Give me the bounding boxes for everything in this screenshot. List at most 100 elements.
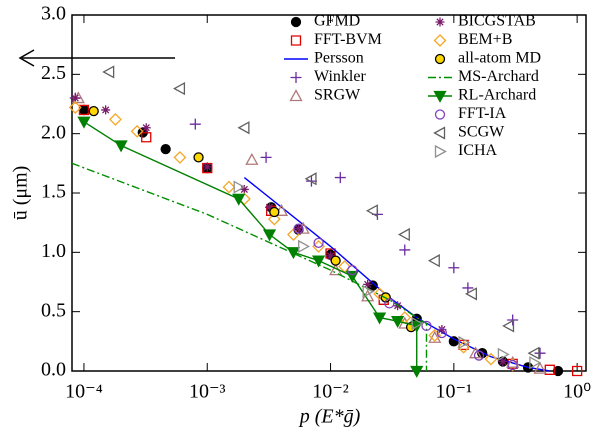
data-point: [458, 335, 471, 350]
data-point: [267, 212, 281, 226]
data-point: [529, 356, 542, 370]
legend-marker: [289, 89, 303, 102]
data-point: [507, 359, 518, 371]
legend-marker: [434, 109, 446, 120]
data-point: [334, 172, 346, 184]
data-point: [484, 352, 498, 366]
data-point: [330, 255, 341, 266]
data-point: [411, 316, 424, 331]
data-point: [260, 151, 272, 163]
legend-marker: [433, 126, 446, 140]
data-point: [173, 81, 186, 96]
legend-marker: [433, 90, 447, 103]
data-point: [462, 282, 474, 294]
x-tick-label: 10⁻³: [189, 381, 226, 403]
data-point: [437, 324, 447, 334]
data-point: [427, 254, 440, 268]
data-point: [363, 279, 373, 289]
legend-label: BEM+B: [458, 31, 512, 48]
data-point: [399, 244, 411, 256]
legend-label: ICHA: [458, 142, 498, 159]
data-point: [101, 105, 111, 115]
data-point: [193, 152, 204, 163]
data-point: [88, 105, 99, 117]
data-point: [362, 284, 375, 299]
legend-marker: [434, 53, 446, 65]
legend-label: SCGW: [458, 124, 505, 141]
legend-label: all-atom MD: [458, 50, 541, 67]
x-tick-label: 10⁰: [563, 381, 591, 403]
legend-label: GFMD: [314, 13, 360, 30]
x-tick-label: 10⁻¹: [436, 381, 473, 403]
legend-marker: [290, 35, 302, 46]
x-tick-label: 10⁻²: [312, 381, 349, 403]
legend-marker: [290, 16, 302, 28]
data-point: [265, 202, 275, 212]
data-point: [502, 319, 515, 333]
data-point: [70, 93, 80, 103]
data-point: [347, 264, 358, 276]
y-tick-label: 2.0: [41, 121, 66, 143]
series-line: [71, 162, 428, 371]
data-point: [498, 357, 508, 367]
legend-marker: [290, 72, 302, 83]
data-point: [232, 193, 246, 206]
data-point: [298, 239, 311, 253]
data-point: [448, 262, 460, 274]
data-point: [114, 140, 128, 153]
data-point: [141, 132, 152, 143]
data-point: [544, 364, 555, 375]
data-point: [534, 347, 546, 359]
legend-label: MS-Archard: [458, 68, 539, 85]
legend-marker: [433, 34, 447, 47]
series-line: [243, 177, 550, 372]
y-tick-label: 1.5: [41, 181, 66, 203]
legend-marker: [434, 144, 447, 159]
data-point: [571, 365, 583, 377]
data-point: [373, 312, 387, 325]
data-point: [457, 340, 471, 354]
data-point: [391, 316, 405, 329]
legend-label: BICGSTAB: [458, 13, 536, 30]
data-point: [78, 104, 90, 116]
legend-label: FFT-BVM: [314, 31, 382, 48]
data-point: [262, 229, 277, 242]
legend-marker: [435, 17, 445, 27]
x-tick-label: 10⁻⁴: [65, 381, 103, 403]
y-tick-label: 2.5: [41, 62, 66, 84]
data-point: [130, 124, 144, 138]
y-axis-label: ū (μm): [10, 166, 32, 221]
data-point: [552, 365, 564, 377]
data-point: [294, 224, 304, 234]
data-point: [141, 123, 151, 133]
data-point: [160, 143, 171, 155]
data-point: [465, 287, 478, 301]
legend-label: RL-Archard: [458, 87, 536, 104]
data-point: [533, 361, 547, 374]
data-point: [311, 255, 326, 268]
data-point: [304, 172, 317, 186]
data-point: [239, 184, 249, 194]
data-point: [173, 150, 187, 164]
data-point: [326, 251, 336, 261]
legend-label: Persson: [314, 50, 364, 67]
y-tick-label: 0.5: [41, 299, 66, 321]
data-point: [237, 121, 250, 135]
data-point: [507, 314, 519, 326]
data-point: [202, 162, 213, 174]
data-point: [286, 247, 301, 260]
data-point: [269, 206, 280, 218]
data-point: [365, 204, 378, 218]
data-point: [202, 162, 212, 172]
y-tick-label: 0.0: [41, 359, 66, 381]
series-line: [83, 121, 418, 371]
legend-label: SRGW: [314, 87, 361, 104]
data-point: [313, 237, 324, 248]
data-point: [373, 287, 387, 301]
data-point: [436, 327, 448, 339]
data-point: [397, 227, 410, 242]
data-point: [421, 320, 432, 332]
y-tick-label: 1.0: [41, 240, 66, 262]
data-point: [384, 298, 395, 309]
legend-label: FFT-IA: [458, 105, 507, 122]
